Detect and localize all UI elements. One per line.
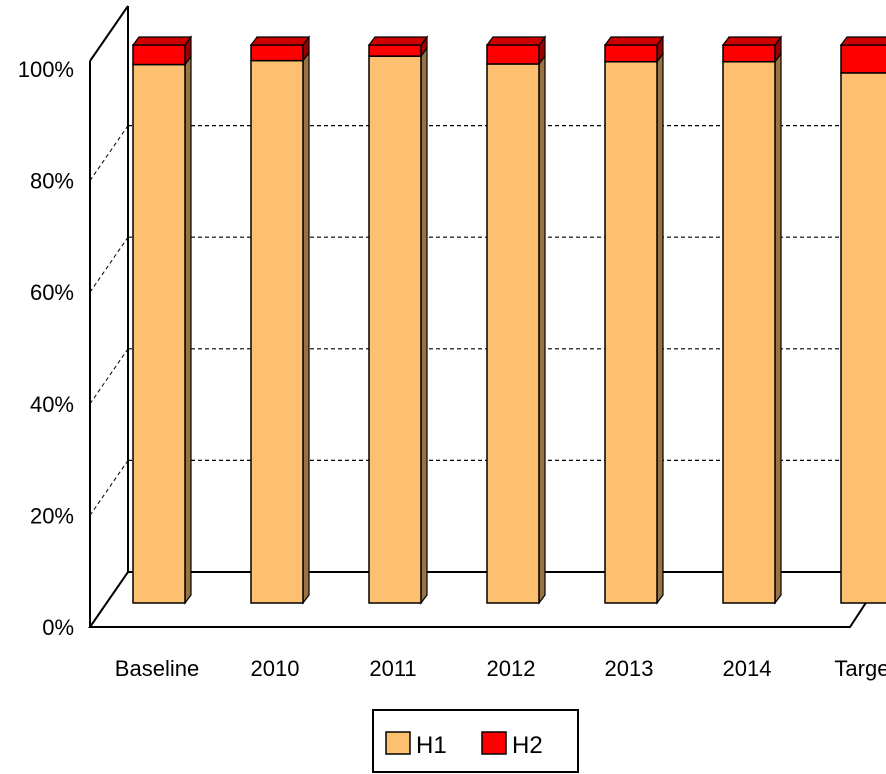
y-tick-label: 80% <box>30 169 74 194</box>
bar-side-h1 <box>420 46 428 605</box>
bar-top-h2 <box>839 36 886 46</box>
x-tick-label: Baseline <box>115 656 199 681</box>
bar-h2 <box>604 44 658 63</box>
bar-h2 <box>132 44 186 66</box>
bar-h1 <box>604 60 658 604</box>
legend: H1 H2 <box>372 709 579 773</box>
bar-h2 <box>368 44 422 57</box>
legend-swatch-h2 <box>481 731 507 755</box>
gridline-side <box>89 236 129 293</box>
bar-h1 <box>722 60 776 604</box>
bar-top-h2 <box>367 36 429 46</box>
bar-h2 <box>486 44 540 65</box>
bar-side-h1 <box>302 50 310 605</box>
bar-top-h2 <box>721 36 783 46</box>
x-tick-label: 2012 <box>487 656 536 681</box>
bar-h2 <box>250 44 304 62</box>
x-tick-label: 2011 <box>369 656 416 681</box>
bar-top-h2 <box>603 36 665 46</box>
x-tick-label: 2014 <box>723 656 772 681</box>
y-tick-label: 100% <box>18 57 74 82</box>
bar-h1 <box>486 63 540 604</box>
bar-h1 <box>840 72 886 604</box>
legend-label-h1: H1 <box>416 732 447 759</box>
bar-side-h1 <box>184 54 192 605</box>
y-tick-label: 20% <box>30 503 74 528</box>
bar-top-h2 <box>485 36 547 46</box>
x-axis-tick-labels: Baseline 2010 2011 2012 2013 2014 Target <box>115 656 886 681</box>
legend-label-h2: H2 <box>512 732 543 759</box>
legend-swatch-h1 <box>385 731 411 755</box>
y-tick-label: 40% <box>30 392 74 417</box>
gridline-side <box>89 348 129 405</box>
y-tick-label: 60% <box>30 280 74 305</box>
bar-h1 <box>368 55 422 604</box>
x-tick-label: Target <box>834 656 886 681</box>
bar-h1 <box>132 63 186 604</box>
gridline-side <box>89 125 129 181</box>
y-tick-label: 0% <box>42 615 74 640</box>
chart-back-wall <box>89 5 129 627</box>
bar-side-h1 <box>538 54 546 605</box>
bar-side-h1 <box>656 51 664 605</box>
y-axis-tick-labels: 0% 20% 40% 60% 80% 100% <box>18 57 74 640</box>
bars <box>131 35 886 605</box>
bar-top-h2 <box>249 36 311 46</box>
bar-h1 <box>250 59 304 604</box>
x-tick-label: 2010 <box>251 656 300 681</box>
bar-top-h2 <box>131 36 193 46</box>
bar-h2 <box>840 44 886 74</box>
gridline-side <box>89 460 129 516</box>
top-left-edge <box>89 5 129 62</box>
x-tick-label: 2013 <box>605 656 654 681</box>
bar-h2 <box>722 44 776 63</box>
bar-side-h1 <box>774 51 782 605</box>
